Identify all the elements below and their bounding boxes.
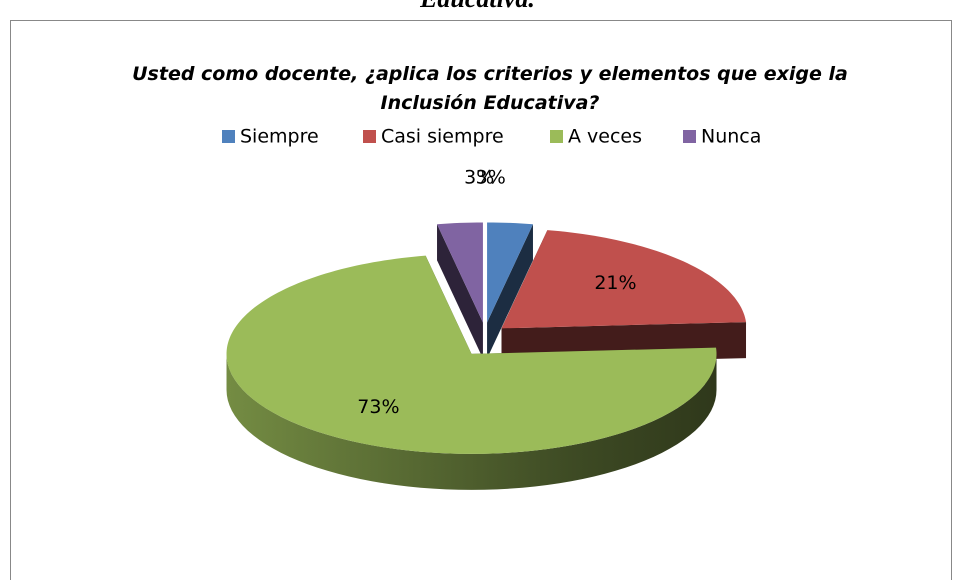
legend-label: Siempre bbox=[240, 126, 319, 148]
page-heading: Educativa. bbox=[0, 0, 955, 14]
chart-title: Usted como docente, ¿aplica los criterio… bbox=[132, 63, 848, 114]
pie-radial-face bbox=[487, 224, 533, 359]
legend-swatch bbox=[222, 130, 235, 143]
chart-frame bbox=[10, 20, 952, 580]
pie-labels: 3% 21% 73% 3% bbox=[357, 167, 636, 419]
legend-swatch bbox=[363, 130, 376, 143]
pie-slice bbox=[487, 222, 533, 323]
pie-radial-face bbox=[437, 224, 483, 359]
pie-slice bbox=[226, 255, 717, 454]
legend-label: Nunca bbox=[701, 126, 761, 148]
data-label: 21% bbox=[594, 272, 636, 294]
pie-wall bbox=[226, 353, 717, 490]
legend-swatch bbox=[550, 130, 563, 143]
pie-slice bbox=[501, 230, 747, 329]
pie-slice bbox=[437, 222, 483, 323]
legend-label: A veces bbox=[568, 126, 642, 148]
data-label: 3% bbox=[464, 167, 494, 189]
legend-label: Casi siempre bbox=[381, 126, 504, 148]
legend-swatch bbox=[683, 130, 696, 143]
data-label: 73% bbox=[357, 396, 399, 418]
data-label: 3% bbox=[476, 167, 506, 189]
pie-tops bbox=[226, 222, 747, 454]
